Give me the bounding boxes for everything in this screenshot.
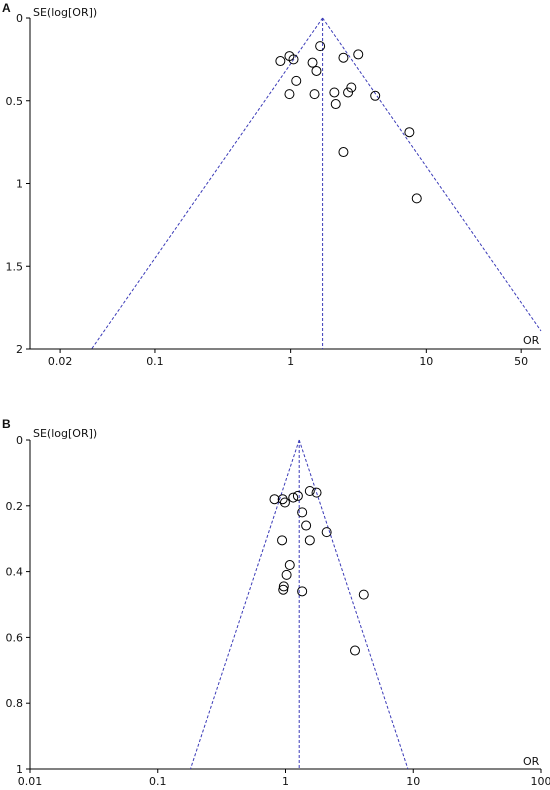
study-point — [288, 54, 299, 65]
x-tick-label: 0.01 — [18, 775, 43, 788]
y-tick-label: 2 — [16, 343, 23, 356]
study-point — [350, 645, 361, 656]
y-tick-label: 0.5 — [6, 95, 24, 108]
x-tick-label: 50 — [514, 355, 528, 368]
panel-label: B — [2, 417, 11, 431]
y-tick-label: 0 — [16, 12, 23, 25]
study-point — [275, 56, 286, 67]
x-tick-label: 0.02 — [48, 355, 73, 368]
study-point — [292, 490, 303, 501]
x-tick-label: 1 — [282, 775, 289, 788]
study-point — [284, 560, 295, 571]
funnel-left-limit — [189, 439, 300, 770]
y-tick-label: 0.8 — [6, 697, 24, 710]
study-point — [281, 569, 292, 580]
y-tick-label: 1.5 — [6, 260, 24, 273]
x-tick-label: 0.1 — [146, 355, 164, 368]
study-point — [279, 497, 290, 508]
study-point — [321, 527, 332, 538]
study-point — [329, 87, 340, 98]
study-point — [346, 82, 357, 93]
y-axis-title: SE(log[OR]) — [33, 6, 97, 19]
study-point — [278, 581, 289, 592]
study-point — [358, 589, 369, 600]
funnel-left-limit — [91, 17, 324, 350]
y-tick-label: 0 — [16, 434, 23, 447]
panel-label: A — [2, 1, 11, 15]
x-axis-title: OR — [523, 755, 540, 768]
study-point — [370, 90, 381, 101]
y-tick-label: 1 — [16, 178, 23, 191]
study-point — [307, 57, 318, 68]
x-tick-label: 1 — [287, 355, 294, 368]
funnel-right-limit — [298, 439, 409, 770]
study-point — [297, 586, 308, 597]
study-point — [301, 520, 312, 531]
study-point — [309, 89, 320, 100]
study-point — [304, 535, 315, 546]
y-tick-label: 0.4 — [6, 566, 24, 579]
study-point — [291, 75, 302, 86]
y-tick-label: 0.2 — [6, 500, 24, 513]
study-point — [315, 41, 326, 52]
study-point — [311, 65, 322, 76]
y-axis-title: SE(log[OR]) — [33, 427, 97, 440]
x-tick-label: 10 — [419, 355, 433, 368]
study-point — [338, 147, 349, 158]
study-point — [311, 487, 322, 498]
x-tick-label: 100 — [531, 775, 550, 788]
funnel-right-limit — [322, 17, 542, 332]
y-tick-label: 1 — [16, 763, 23, 776]
study-point — [304, 485, 315, 496]
x-tick-label: 10 — [406, 775, 420, 788]
funnel-plot-b: 00.20.40.60.810.01 0.1 1 10 100SE(log[OR])OR… — [2, 417, 550, 788]
study-point — [269, 494, 280, 505]
study-point — [297, 507, 308, 518]
study-point — [353, 49, 364, 60]
funnel-plot-a: 0 0.5 1 1.5 2 0.02 0.1 1 10 50 SE(log[OR]) OR A — [2, 1, 542, 368]
study-point — [288, 492, 299, 503]
study-point — [411, 193, 422, 204]
study-point — [277, 535, 288, 546]
x-tick-label: 0.1 — [149, 775, 167, 788]
study-point — [278, 584, 289, 595]
study-point — [284, 89, 295, 100]
study-point — [338, 52, 349, 63]
study-point — [330, 99, 341, 110]
y-tick-label: 0.6 — [6, 631, 24, 644]
x-axis-title: OR — [523, 334, 540, 347]
study-point — [404, 127, 415, 138]
study-point — [343, 87, 354, 98]
study-point — [277, 494, 288, 505]
